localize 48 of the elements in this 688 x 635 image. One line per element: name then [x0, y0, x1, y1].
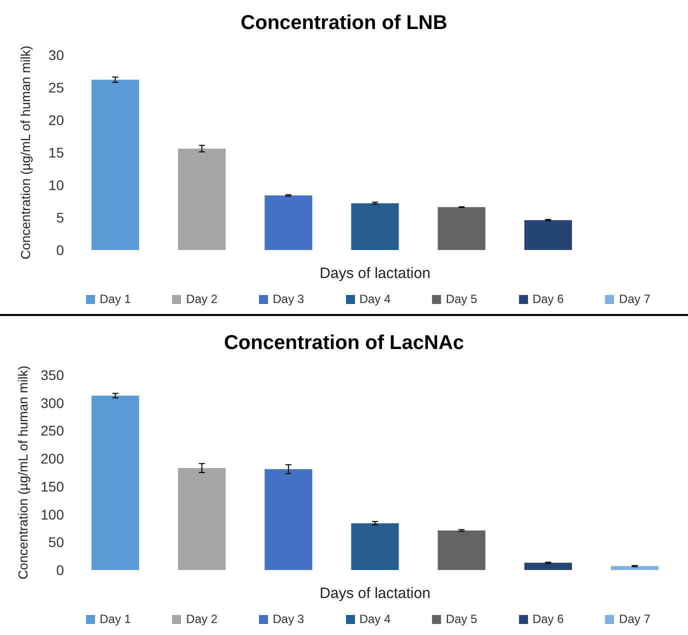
x-tick-label: Day 5	[446, 612, 478, 626]
bar	[264, 469, 312, 570]
y-tick-label: 50	[48, 534, 64, 550]
y-tick-label: 300	[40, 394, 64, 411]
bar	[438, 530, 486, 570]
x-tick-label: Day 7	[619, 612, 650, 626]
x-tick-label: Day 5	[446, 292, 478, 306]
x-tick-label: Day 1	[100, 292, 131, 306]
bar	[178, 468, 226, 570]
x-tick-label: Day 7	[619, 292, 650, 306]
y-tick-label: 200	[40, 450, 64, 467]
y-tick-label: 20	[48, 112, 64, 128]
x-axis-title: Days of lactation	[320, 265, 430, 282]
y-tick-label: 100	[40, 506, 64, 522]
y-axis-title: Concentration (µg/mL of human milk)	[16, 366, 31, 580]
bar	[264, 195, 312, 250]
y-tick-label: 15	[48, 144, 64, 160]
bar	[178, 148, 226, 250]
x-tick-label: Day 2	[186, 612, 218, 626]
y-tick-label: 0	[56, 562, 64, 578]
bar	[351, 203, 399, 250]
y-tick-label: 150	[40, 478, 64, 494]
y-tick-label: 0	[56, 242, 64, 258]
bar	[438, 207, 486, 250]
bar	[351, 523, 399, 570]
bar	[91, 396, 140, 570]
y-tick-label: 5	[56, 210, 64, 226]
bar	[524, 562, 572, 570]
x-tick-label: Day 2	[186, 292, 218, 306]
chart-title: Concentration of LacNAc	[224, 332, 464, 354]
x-tick-label: Day 1	[100, 612, 131, 626]
y-tick-label: 30	[48, 47, 64, 63]
x-axis-title: Days of lactation	[320, 585, 430, 602]
y-tick-label: 25	[48, 80, 64, 96]
bar	[524, 220, 572, 250]
x-tick-label: Day 6	[532, 292, 564, 306]
y-axis-title: Concentration (µg/mL of human milk)	[18, 46, 33, 260]
bar	[610, 566, 659, 570]
x-tick-label: Day 3	[272, 612, 304, 626]
x-tick-label: Day 6	[532, 612, 564, 626]
y-tick-label: 350	[40, 367, 64, 383]
y-tick-label: 10	[48, 177, 64, 193]
x-tick-label: Day 4	[359, 292, 391, 306]
x-tick-label: Day 3	[272, 292, 304, 306]
bar	[91, 80, 140, 250]
y-tick-label: 250	[40, 422, 64, 439]
chart-title: Concentration of LNB	[240, 12, 448, 34]
x-tick-label: Day 4	[359, 612, 391, 626]
